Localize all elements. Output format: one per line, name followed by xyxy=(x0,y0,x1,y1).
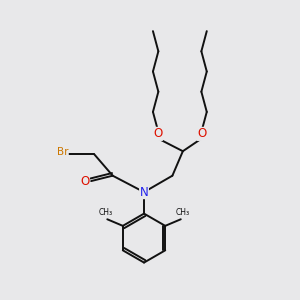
Text: O: O xyxy=(153,128,162,140)
Text: CH₃: CH₃ xyxy=(175,208,189,217)
Text: O: O xyxy=(80,175,89,188)
Text: CH₃: CH₃ xyxy=(99,208,113,217)
Text: Br: Br xyxy=(57,147,68,157)
Text: N: N xyxy=(140,186,148,199)
Text: O: O xyxy=(197,128,207,140)
